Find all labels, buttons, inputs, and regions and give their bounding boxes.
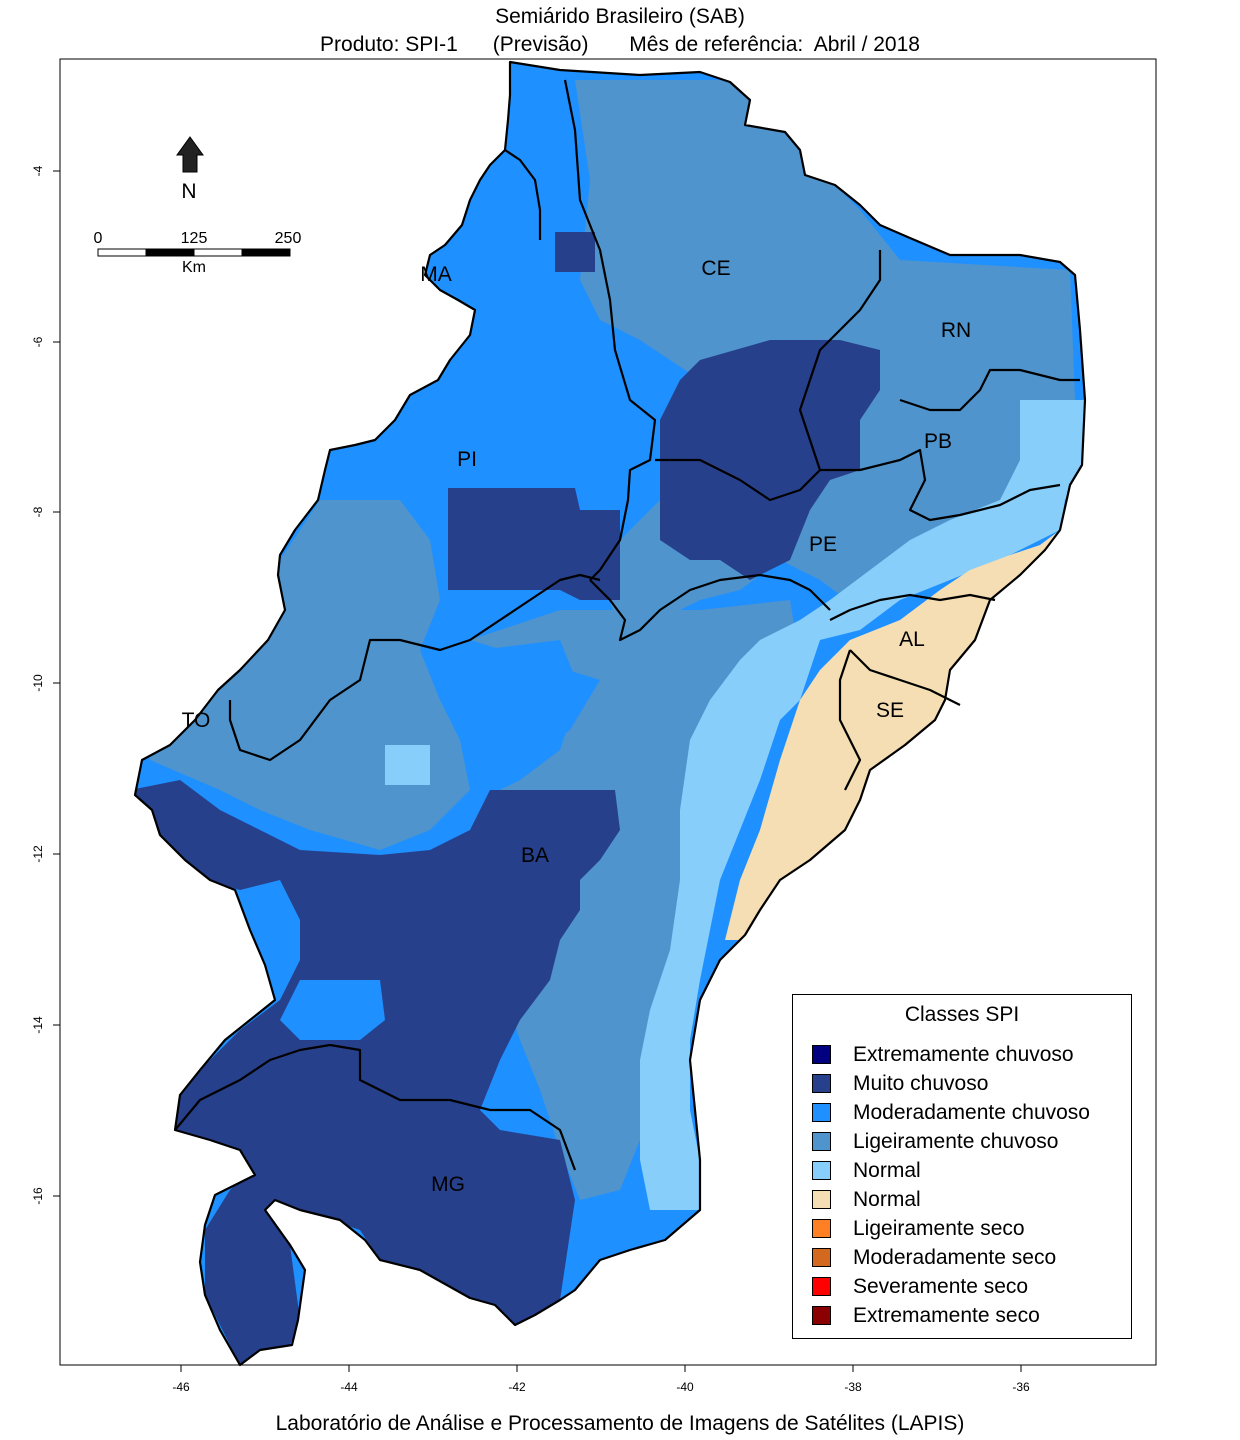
legend-swatch	[812, 1132, 831, 1151]
legend-item: Extremamente seco	[812, 1301, 1090, 1330]
legend-item: Moderadamente chuvoso	[812, 1098, 1090, 1127]
scale-label-125: 125	[181, 230, 208, 247]
class-moderadamente-chuvoso-inner	[470, 640, 580, 800]
legend-item: Ligeiramente seco	[812, 1214, 1090, 1243]
scale-unit: Km	[182, 259, 206, 276]
state-boundaries	[133, 60, 1087, 1367]
legend-swatch	[812, 1045, 831, 1064]
state-label-mg: MG	[431, 1173, 465, 1196]
class-muito-chuvoso-ba	[135, 780, 620, 1365]
boundary-pi-pe	[589, 573, 831, 642]
boundary-al-se	[849, 649, 961, 706]
class-normal-wet-north	[640, 400, 1085, 1210]
y-tick-label: -12	[31, 845, 45, 863]
class-normal-dry	[725, 530, 1080, 940]
state-label-al: AL	[899, 628, 925, 651]
x-tick-label: -46	[172, 1380, 190, 1394]
boundary-pi-ba	[228, 573, 601, 762]
legend-list: Extremamente chuvoso Muito chuvoso Moder…	[812, 1040, 1090, 1330]
legend-swatch	[812, 1306, 831, 1325]
map-subtitle: Produto: SPI-1 (Previsão) Mês de referên…	[320, 33, 920, 56]
class-moderadamente-chuvoso-ba-patch	[280, 980, 385, 1040]
state-label-ba: BA	[521, 844, 549, 867]
boundary-rn-pb	[899, 368, 1080, 412]
scale-label-0: 0	[94, 230, 103, 247]
y-tick-label: -8	[31, 506, 45, 517]
north-arrow-label: N	[181, 180, 196, 203]
y-tick-label: -6	[31, 336, 45, 347]
sab-outline	[133, 60, 1087, 1367]
legend-swatch	[812, 1074, 831, 1093]
x-tick-label: -36	[1012, 1380, 1030, 1394]
boundary-pb-pe	[820, 448, 1061, 522]
legend-label: Extremamente seco	[853, 1303, 1040, 1327]
boundary-pi-ce	[563, 79, 657, 581]
legend-swatch	[812, 1277, 831, 1296]
legend-title: Classes SPI	[904, 1003, 1020, 1026]
class-normal-wet-patch	[385, 745, 430, 785]
y-axis-ticks	[53, 170, 60, 1197]
legend-item: Ligeiramente chuvoso	[812, 1127, 1090, 1156]
legend-swatch	[812, 1161, 831, 1180]
legend-swatch	[812, 1219, 831, 1238]
legend: Classes SPI Extremamente chuvoso Muito c…	[792, 994, 1132, 1339]
class-muito-chuvoso-ce-patch	[555, 232, 595, 272]
state-label-rn: RN	[941, 319, 971, 342]
y-tick-label: -16	[31, 1187, 45, 1205]
scale-bar: 0 125 250 Km	[94, 230, 302, 276]
state-labels: MA CE RN PB PI PE AL SE TO BA MG	[182, 257, 972, 1196]
boundary-pi-ma	[504, 149, 542, 240]
state-label-pe: PE	[809, 533, 837, 556]
legend-item: Normal	[812, 1185, 1090, 1214]
legend-label: Extremamente chuvoso	[853, 1042, 1074, 1066]
state-label-to: TO	[182, 709, 211, 732]
x-axis-ticks	[180, 1365, 1022, 1372]
x-tick-label: -40	[676, 1380, 694, 1394]
x-tick-labels: -46 -44 -42 -40 -38 -36	[172, 1380, 1030, 1394]
legend-swatch	[812, 1190, 831, 1209]
y-tick-label: -10	[31, 674, 45, 692]
legend-item: Normal	[812, 1156, 1090, 1185]
state-label-ce: CE	[701, 257, 730, 280]
boundary-ce-rn	[808, 250, 882, 381]
legend-label: Muito chuvoso	[853, 1071, 989, 1095]
boundary-ce-pb	[655, 379, 822, 502]
legend-label: Ligeiramente chuvoso	[853, 1129, 1059, 1153]
legend-item: Moderadamente seco	[812, 1243, 1090, 1272]
state-label-pi: PI	[457, 448, 477, 471]
state-label-ma: MA	[420, 263, 452, 286]
y-tick-label: -14	[31, 1016, 45, 1034]
footer-credit: Laboratório de Análise e Processamento d…	[275, 1412, 965, 1435]
spi-raster	[135, 62, 1085, 1365]
legend-label: Severamente seco	[853, 1274, 1029, 1298]
scale-label-250: 250	[275, 230, 302, 247]
legend-label: Moderadamente seco	[853, 1245, 1057, 1269]
x-tick-label: -42	[508, 1380, 526, 1394]
class-muito-chuvoso-pi	[448, 488, 620, 600]
boundary-pe-al	[829, 593, 996, 621]
x-tick-label: -38	[844, 1380, 862, 1394]
map-title: Semiárido Brasileiro (SAB)	[495, 5, 745, 28]
state-label-se: SE	[876, 699, 904, 722]
x-tick-label: -44	[340, 1380, 358, 1394]
north-arrow-icon: N	[176, 136, 204, 203]
legend-swatch	[812, 1248, 831, 1267]
legend-item: Severamente seco	[812, 1272, 1090, 1301]
boundary-ba-mg	[174, 1043, 577, 1171]
y-tick-label: -4	[31, 165, 45, 176]
legend-label: Moderadamente chuvoso	[853, 1100, 1090, 1124]
legend-label: Normal	[853, 1187, 921, 1211]
legend-item: Extremamente chuvoso	[812, 1040, 1090, 1069]
state-label-pb: PB	[924, 430, 952, 453]
legend-item: Muito chuvoso	[812, 1069, 1090, 1098]
y-tick-labels: -4 -6 -8 -10 -12 -14 -16	[31, 165, 45, 1204]
boundary-ba-se	[838, 649, 862, 791]
legend-label: Ligeiramente seco	[853, 1216, 1025, 1240]
legend-label: Normal	[853, 1158, 921, 1182]
class-muito-chuvoso-ce-pe	[660, 340, 880, 580]
legend-swatch	[812, 1103, 831, 1122]
